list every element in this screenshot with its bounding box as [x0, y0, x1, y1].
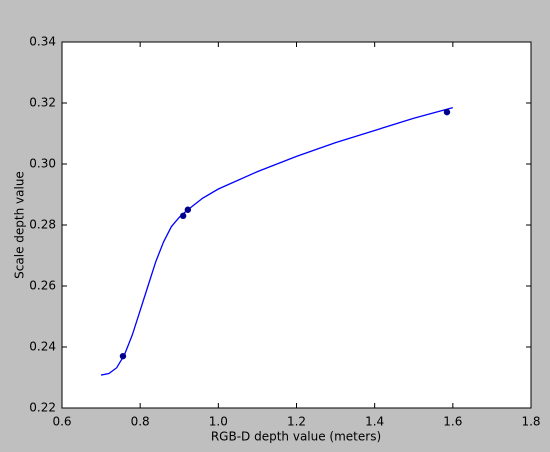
y-tick-label: 0.32	[29, 96, 56, 110]
y-tick-label: 0.24	[29, 340, 56, 354]
x-tick-label: 0.6	[52, 415, 71, 429]
y-tick-label: 0.26	[29, 279, 56, 293]
x-tick-label: 1.2	[287, 415, 306, 429]
y-tick-label: 0.34	[29, 35, 56, 49]
y-axis-label: Scale depth value	[13, 171, 27, 279]
x-tick-label: 1.8	[521, 415, 540, 429]
y-tick-label: 0.28	[29, 218, 56, 232]
y-tick-label: 0.22	[29, 401, 56, 415]
x-tick-label: 1.6	[443, 415, 462, 429]
y-tick-label: 0.30	[29, 157, 56, 171]
x-tick-label: 1.0	[209, 415, 228, 429]
data-point	[184, 206, 192, 213]
series-line	[100, 106, 454, 376]
data-point	[119, 352, 127, 360]
plot-area	[61, 41, 532, 409]
x-tick-label: 1.4	[365, 415, 384, 429]
data-point	[443, 108, 451, 116]
x-axis-label: RGB-D depth value (meters)	[211, 430, 381, 444]
x-tick-label: 0.8	[131, 415, 150, 429]
data-point	[179, 212, 187, 220]
